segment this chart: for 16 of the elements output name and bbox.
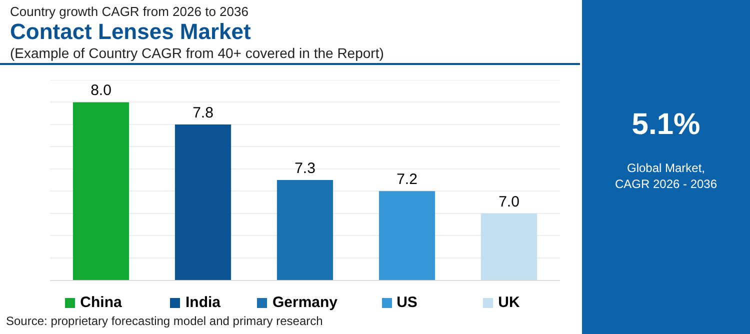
text: (Example of Country CAGR from 40+ covered in the Report) <box>10 45 385 61</box>
data-label: 7.8 <box>192 104 214 122</box>
x-tick-label: China <box>80 294 122 311</box>
data-label: 8.0 <box>90 82 112 100</box>
data-label: 7.0 <box>498 193 520 210</box>
x-tick-label: India <box>185 294 222 311</box>
text: Global Market, CAGR 2026 - 2036 <box>614 160 718 192</box>
x-tick-label: Germany <box>272 294 338 311</box>
chart-subtitle: Country growth CAGR from 2026 to 2036 <box>10 4 250 19</box>
data-label: 7.3 <box>294 160 316 177</box>
source-note: Source: proprietary forecasting model and primary research <box>6 314 323 328</box>
x-tick-label: UK <box>498 294 520 311</box>
data-label: 7.2 <box>396 171 418 188</box>
text: 5.1% <box>630 108 702 142</box>
x-tick-label: US <box>396 294 418 311</box>
chart-title: Contact Lenses Market <box>10 19 252 45</box>
